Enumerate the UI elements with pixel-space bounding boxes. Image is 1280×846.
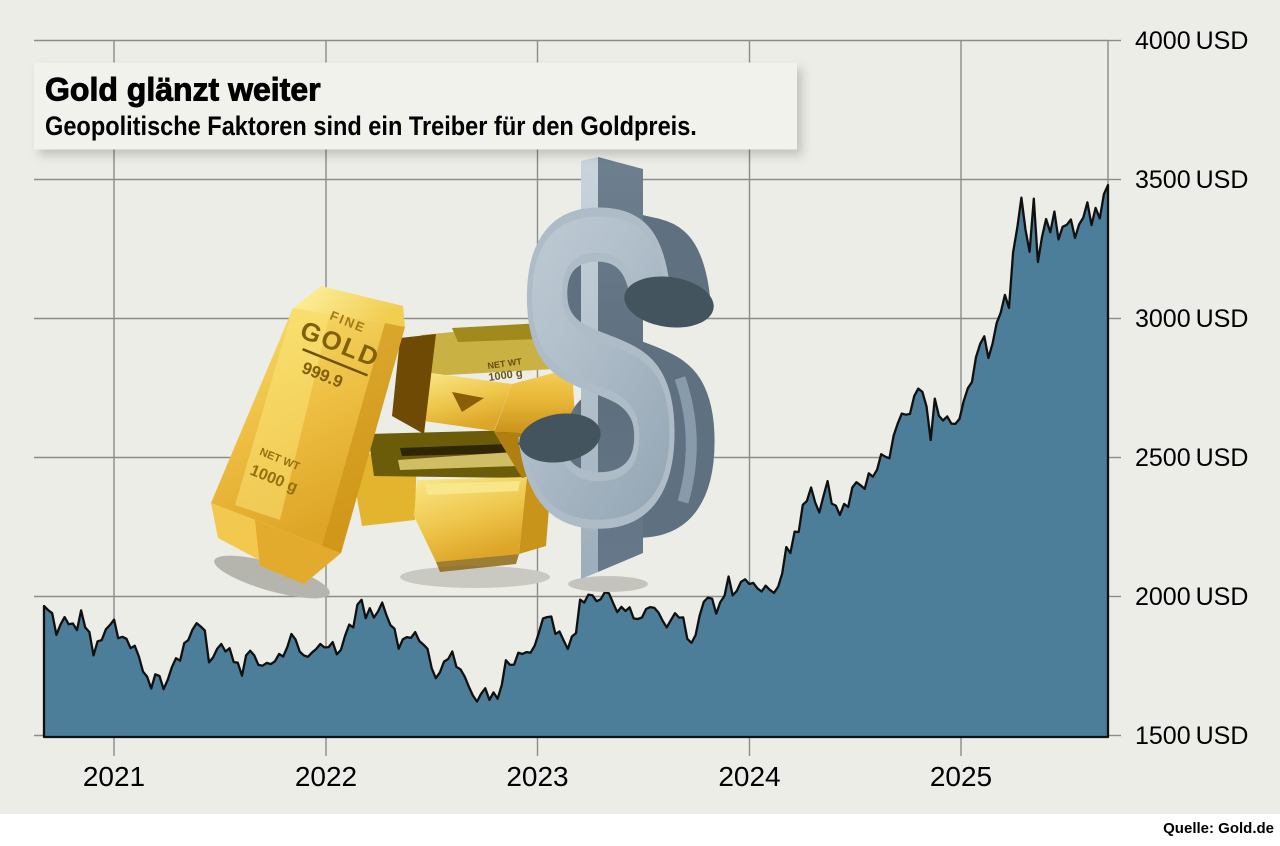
svg-text:2500 USD: 2500 USD [1135,444,1248,472]
svg-text:2000 USD: 2000 USD [1135,583,1248,611]
svg-text:Geopolitische Faktoren sind ei: Geopolitische Faktoren sind ein Treiber … [45,112,697,142]
svg-text:Quelle: Gold.de: Quelle: Gold.de [1163,820,1274,837]
svg-text:1000 g: 1000 g [488,367,524,384]
svg-text:2022: 2022 [295,761,357,792]
svg-text:S: S [514,122,682,615]
svg-text:2024: 2024 [718,761,780,792]
svg-text:2025: 2025 [930,761,992,792]
svg-text:3000 USD: 3000 USD [1135,305,1248,333]
svg-text:2021: 2021 [83,761,145,792]
svg-text:4000 USD: 4000 USD [1135,27,1248,55]
svg-text:Gold glänzt weiter: Gold glänzt weiter [45,72,321,108]
svg-text:3500 USD: 3500 USD [1135,166,1248,194]
svg-text:NET WT: NET WT [487,356,523,371]
svg-text:2023: 2023 [506,761,568,792]
svg-text:1500 USD: 1500 USD [1135,722,1248,750]
